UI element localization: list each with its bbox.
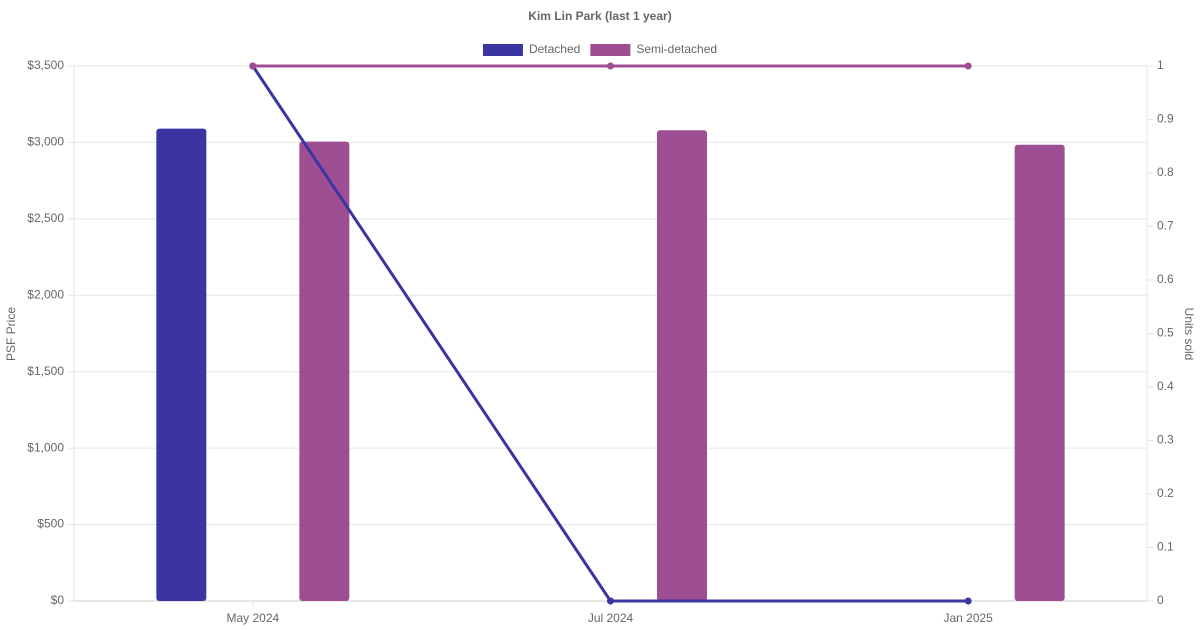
bar [299, 141, 350, 601]
chart-title: Kim Lin Park (last 1 year) [528, 9, 671, 23]
y2-tick-label: 0.8 [1157, 165, 1174, 179]
y2-tick-label: 0.1 [1157, 540, 1174, 554]
line-point [249, 62, 257, 70]
y2-tick-label: 0.9 [1157, 112, 1174, 126]
y2-tick-label: 1 [1157, 58, 1164, 72]
line [251, 65, 969, 603]
y-tick-label: $3,500 [27, 58, 64, 72]
bar [1014, 144, 1065, 601]
line-point [607, 62, 614, 70]
y2-axis-label: Units sold [1182, 308, 1196, 361]
y-axis-label: PSF Price [4, 307, 18, 361]
line-point [607, 597, 614, 605]
y-tick-label: $1,500 [27, 364, 64, 378]
y-tick-label: $3,000 [27, 135, 64, 149]
y-tick-label: $0 [51, 593, 65, 607]
legend-label: Semi-detached [636, 42, 717, 56]
y-tick-label: $2,000 [27, 287, 64, 301]
y2-tick-label: 0.6 [1157, 272, 1174, 286]
legend-label: Detached [529, 42, 580, 56]
y-tick-label: $2,500 [27, 211, 64, 225]
bar [156, 128, 207, 601]
x-tick-label: Jan 2025 [943, 611, 993, 625]
line-point [964, 62, 972, 70]
y2-tick-label: 0.7 [1157, 219, 1174, 233]
legend-swatch [482, 44, 523, 56]
y2-tick-label: 0.4 [1157, 379, 1174, 393]
bar [657, 130, 707, 601]
line-point [964, 597, 972, 605]
x-tick-label: May 2024 [226, 611, 279, 625]
y-tick-label: $500 [37, 517, 64, 531]
y2-tick-label: 0.5 [1157, 326, 1174, 340]
y2-tick-label: 0.2 [1157, 486, 1174, 500]
legend-swatch [590, 44, 631, 56]
y-tick-label: $1,000 [27, 440, 64, 454]
y2-tick-label: 0.3 [1157, 433, 1174, 447]
x-tick-label: Jul 2024 [588, 611, 634, 625]
y2-tick-label: 0 [1157, 593, 1164, 607]
